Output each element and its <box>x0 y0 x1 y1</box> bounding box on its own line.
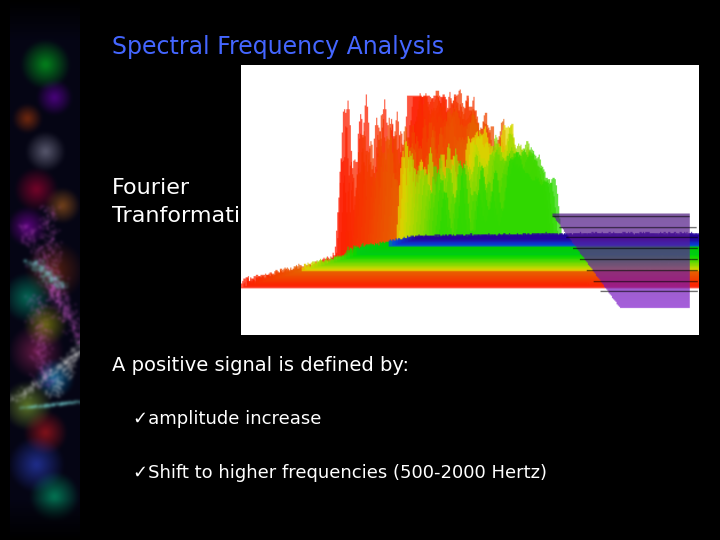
Text: Spectral Frequency Analysis: Spectral Frequency Analysis <box>112 35 444 59</box>
Text: Fourier
Tranformation: Fourier Tranformation <box>112 178 267 226</box>
Text: A positive signal is defined by:: A positive signal is defined by: <box>112 356 409 375</box>
Text: ✓Shift to higher frequencies (500-2000 Hertz): ✓Shift to higher frequencies (500-2000 H… <box>133 464 547 482</box>
Text: ✓amplitude increase: ✓amplitude increase <box>133 410 322 428</box>
